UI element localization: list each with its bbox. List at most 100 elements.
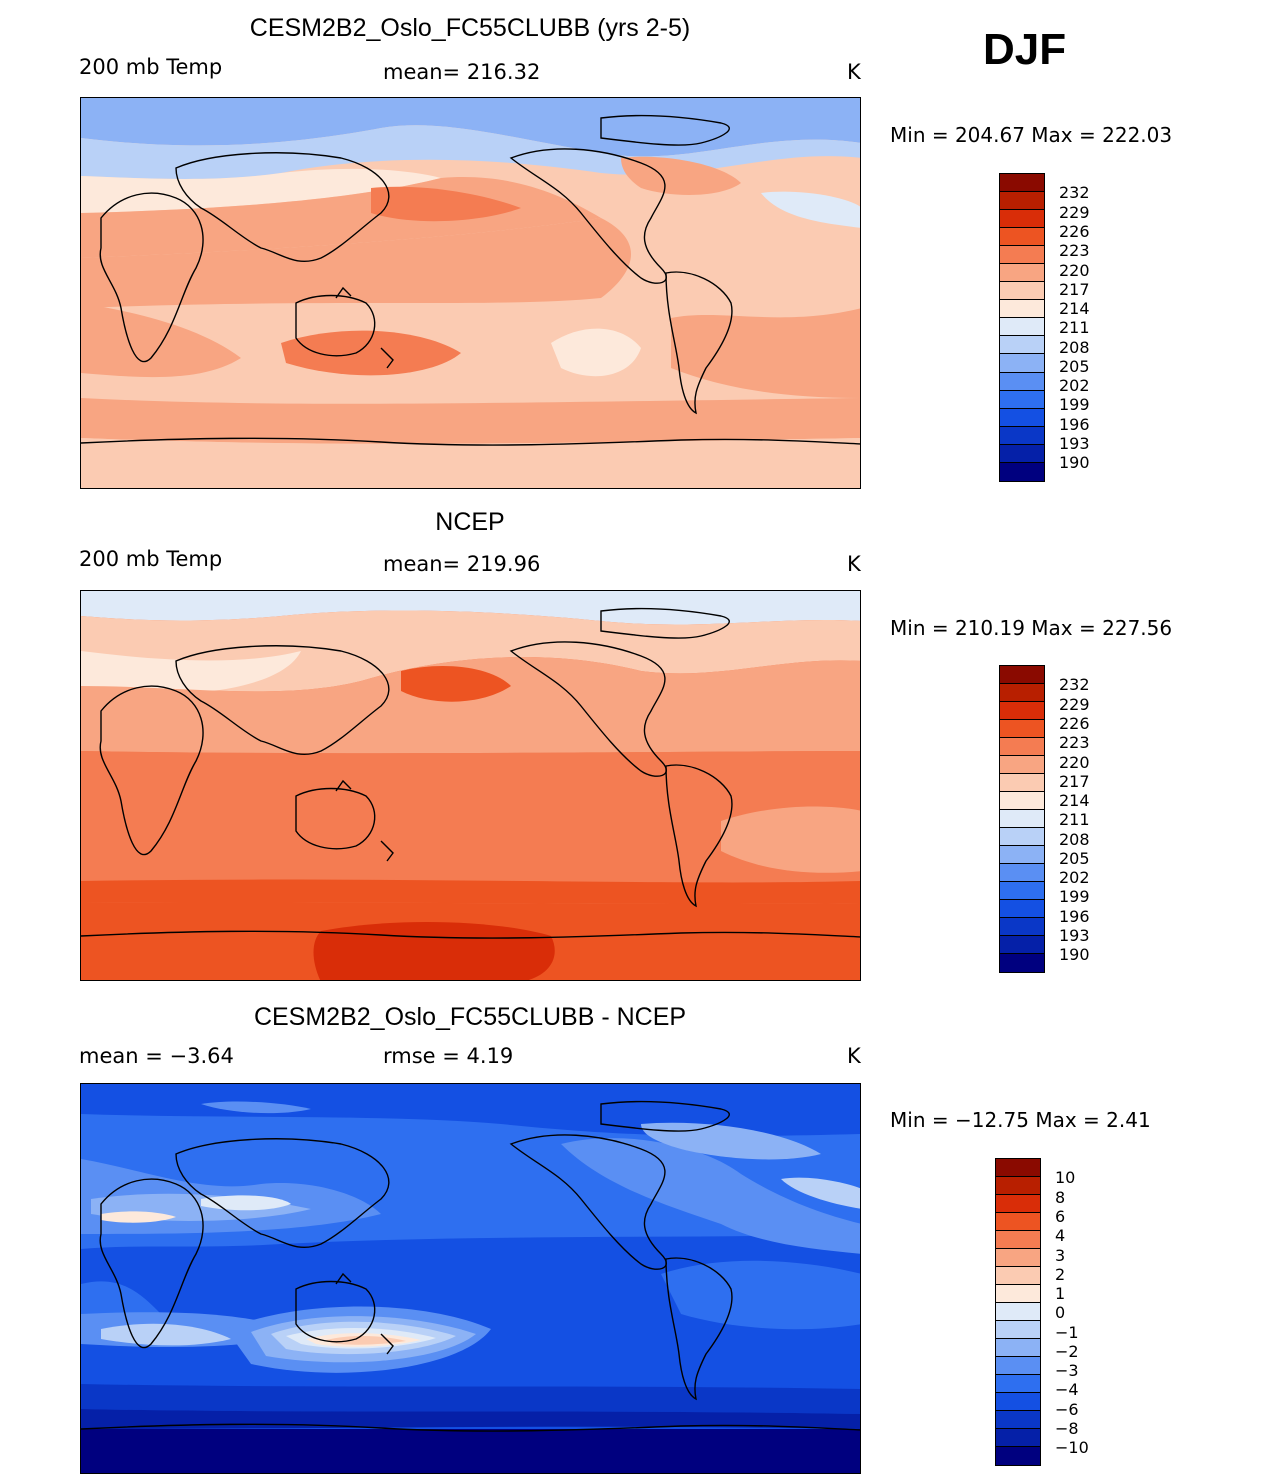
colorbar-swatch [1000,720,1044,738]
diff-colorbar-label: −6 [1055,1400,1079,1419]
diff-mean-label: mean = −3.64 [79,1044,234,1068]
obs-colorbar-label: 220 [1059,753,1090,772]
model-temperature-map [80,97,861,489]
colorbar-swatch [996,1447,1040,1465]
colorbar-swatch [1000,462,1044,481]
colorbar-swatch [1000,954,1044,972]
colorbar-swatch [1000,738,1044,756]
colorbar-swatch [1000,864,1044,882]
obs-panel-title: NCEP [435,508,505,536]
diff-colorbar-label: 3 [1055,1246,1066,1265]
model-colorbar-label: 220 [1059,261,1090,280]
obs-colorbar-label: 205 [1059,849,1090,868]
diff-colorbar-label: 6 [1055,1207,1066,1226]
colorbar-swatch [1000,300,1044,319]
diff-colorbar-label: −10 [1055,1438,1089,1457]
model-colorbar-label: 199 [1059,395,1090,414]
colorbar-swatch [1000,846,1044,864]
obs-variable-label: 200 mb Temp [79,547,223,571]
diff-colorbar-label: 4 [1055,1226,1066,1245]
obs-colorbar-label: 226 [1059,714,1090,733]
model-colorbar-label: 196 [1059,415,1090,434]
colorbar-swatch [1000,918,1044,936]
model-colorbar-label: 223 [1059,241,1090,260]
diff-colorbar: 10 8 6 4 3 2 1 0 −1 −2 −3 −4 −6 −8 −10 [995,1158,1115,1468]
model-units-label: K [847,60,861,84]
colorbar-swatch [1000,702,1044,720]
colorbar-swatch [1000,192,1044,211]
colorbar-swatch [996,1411,1040,1429]
model-colorbar-label: 214 [1059,299,1090,318]
diff-colorbar-label: 1 [1055,1284,1066,1303]
colorbar-swatch [1000,810,1044,828]
obs-colorbar-label: 193 [1059,926,1090,945]
model-colorbar-label: 190 [1059,453,1090,472]
colorbar-swatch [1000,774,1044,792]
diff-colorbar-label: 2 [1055,1265,1066,1284]
diff-rmse-label: rmse = 4.19 [383,1044,514,1068]
obs-colorbar-label: 211 [1059,810,1090,829]
colorbar-swatch [996,1393,1040,1411]
diff-colorbar-label: 8 [1055,1188,1066,1207]
season-label: DJF [983,25,1067,74]
colorbar-swatch [1000,210,1044,229]
obs-colorbar-label: 229 [1059,695,1090,714]
model-panel-title: CESM2B2_Oslo_FC55CLUBB (yrs 2-5) [249,14,691,42]
obs-colorbar-label: 217 [1059,772,1090,791]
model-colorbar-label: 217 [1059,280,1090,299]
colorbar-swatch [1000,354,1044,373]
model-colorbar-label: 208 [1059,338,1090,357]
colorbar-swatch [996,1339,1040,1357]
model-colorbar-label: 193 [1059,434,1090,453]
colorbar-swatch [1000,792,1044,810]
colorbar-swatch [1000,426,1044,445]
model-colorbar-label: 229 [1059,203,1090,222]
obs-colorbar-swatches [999,665,1045,973]
colorbar-swatch [996,1195,1040,1213]
colorbar-swatch [996,1303,1040,1321]
colorbar-swatch [996,1159,1040,1177]
diff-colorbar-swatches [995,1158,1041,1466]
colorbar-swatch [996,1213,1040,1231]
colorbar-swatch [996,1357,1040,1375]
model-colorbar-label: 211 [1059,318,1090,337]
model-colorbar-label: 205 [1059,357,1090,376]
obs-colorbar-label: 199 [1059,887,1090,906]
colorbar-swatch [996,1375,1040,1393]
diff-colorbar-label: −4 [1055,1380,1079,1399]
colorbar-swatch [1000,882,1044,900]
obs-colorbar-label: 196 [1059,907,1090,926]
obs-temperature-map [80,590,861,981]
diff-colorbar-label: 0 [1055,1303,1066,1322]
colorbar-swatch [996,1429,1040,1447]
diff-units-label: K [847,1044,861,1068]
colorbar-swatch [1000,228,1044,247]
colorbar-swatch [996,1177,1040,1195]
diff-temperature-map [80,1083,861,1474]
colorbar-swatch [996,1249,1040,1267]
colorbar-swatch [1000,666,1044,684]
obs-colorbar-label: 208 [1059,830,1090,849]
colorbar-swatch [1000,900,1044,918]
obs-colorbar-label: 190 [1059,945,1090,964]
colorbar-swatch [1000,174,1044,193]
diff-colorbar-label: 10 [1055,1168,1076,1187]
model-colorbar: 232 229 226 223 220 217 214 211 208 205 … [999,173,1119,483]
colorbar-swatch [1000,828,1044,846]
obs-minmax: Min = 210.19 Max = 227.56 [890,616,1173,640]
colorbar-swatch [1000,246,1044,265]
diff-panel-title: CESM2B2_Oslo_FC55CLUBB - NCEP [253,1003,687,1031]
model-colorbar-swatches [999,173,1045,482]
model-colorbar-label: 226 [1059,222,1090,241]
obs-units-label: K [847,552,861,576]
colorbar-swatch [996,1231,1040,1249]
colorbar-swatch [1000,408,1044,427]
model-colorbar-label: 232 [1059,183,1090,202]
colorbar-swatch [1000,684,1044,702]
obs-colorbar-label: 232 [1059,675,1090,694]
colorbar-swatch [1000,264,1044,283]
colorbar-swatch [1000,936,1044,954]
model-minmax: Min = 204.67 Max = 222.03 [890,123,1173,147]
colorbar-swatch [1000,318,1044,337]
colorbar-swatch [1000,444,1044,463]
